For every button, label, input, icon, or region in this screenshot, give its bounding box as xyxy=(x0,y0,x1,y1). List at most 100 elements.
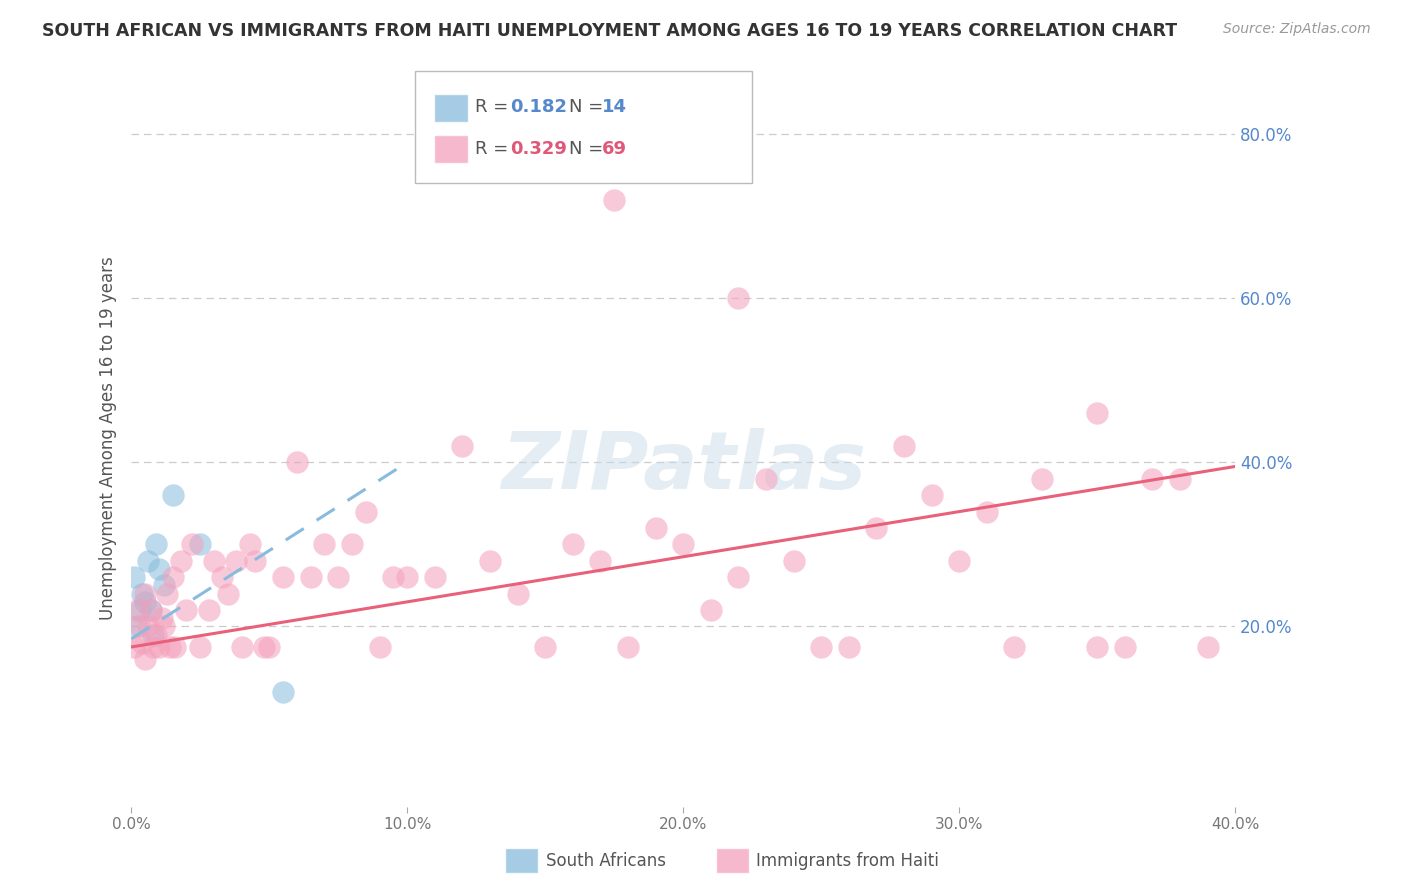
Point xyxy=(1002,640,1025,654)
Point xyxy=(534,640,557,654)
Point xyxy=(231,640,253,654)
Point xyxy=(727,570,749,584)
Point xyxy=(253,640,276,654)
Point xyxy=(139,603,162,617)
Point xyxy=(354,505,377,519)
Point xyxy=(1085,406,1108,420)
Point xyxy=(271,570,294,584)
Point xyxy=(299,570,322,584)
Point xyxy=(340,537,363,551)
Point xyxy=(136,619,159,633)
Point xyxy=(976,505,998,519)
Point xyxy=(211,570,233,584)
Point xyxy=(159,640,181,654)
Point xyxy=(479,554,502,568)
Text: 14: 14 xyxy=(602,98,627,116)
Point xyxy=(257,640,280,654)
Point xyxy=(188,537,211,551)
Point xyxy=(176,603,198,617)
Point xyxy=(382,570,405,584)
Point xyxy=(217,587,239,601)
Text: Immigrants from Haiti: Immigrants from Haiti xyxy=(756,852,939,870)
Text: 69: 69 xyxy=(602,140,627,158)
Point xyxy=(755,472,778,486)
Point xyxy=(603,193,626,207)
Point xyxy=(1085,640,1108,654)
Text: 0.329: 0.329 xyxy=(510,140,567,158)
Text: South Africans: South Africans xyxy=(546,852,665,870)
Point xyxy=(893,439,915,453)
Point xyxy=(128,619,150,633)
Text: N =: N = xyxy=(569,140,609,158)
Point xyxy=(1114,640,1136,654)
Point xyxy=(122,570,145,584)
Text: R =: R = xyxy=(475,140,515,158)
Point xyxy=(782,554,804,568)
Point xyxy=(506,587,529,601)
Point xyxy=(148,640,170,654)
Point xyxy=(810,640,832,654)
Text: R =: R = xyxy=(475,98,515,116)
Point xyxy=(145,628,167,642)
Point xyxy=(561,537,583,551)
Point xyxy=(644,521,666,535)
Point xyxy=(142,628,165,642)
Point xyxy=(589,554,612,568)
Point xyxy=(125,603,148,617)
Point xyxy=(202,554,225,568)
Point xyxy=(368,640,391,654)
Point xyxy=(245,554,267,568)
Point xyxy=(396,570,419,584)
Point xyxy=(131,636,153,650)
Point xyxy=(134,595,156,609)
Point xyxy=(328,570,350,584)
Text: 0.182: 0.182 xyxy=(510,98,568,116)
Point xyxy=(423,570,446,584)
Point xyxy=(181,537,204,551)
Point xyxy=(134,652,156,666)
Text: SOUTH AFRICAN VS IMMIGRANTS FROM HAITI UNEMPLOYMENT AMONG AGES 16 TO 19 YEARS CO: SOUTH AFRICAN VS IMMIGRANTS FROM HAITI U… xyxy=(42,22,1177,40)
Point xyxy=(145,537,167,551)
Point xyxy=(122,640,145,654)
Point xyxy=(239,537,262,551)
Point xyxy=(700,603,723,617)
Point xyxy=(188,640,211,654)
Text: Source: ZipAtlas.com: Source: ZipAtlas.com xyxy=(1223,22,1371,37)
Point xyxy=(125,619,148,633)
Point xyxy=(617,640,640,654)
Point xyxy=(156,587,179,601)
Point xyxy=(136,554,159,568)
Point xyxy=(150,611,173,625)
Point xyxy=(1142,472,1164,486)
Point xyxy=(139,603,162,617)
Point xyxy=(948,554,970,568)
Point xyxy=(672,537,695,551)
Point xyxy=(727,291,749,305)
Point xyxy=(865,521,887,535)
Point xyxy=(451,439,474,453)
Point xyxy=(1197,640,1219,654)
Text: N =: N = xyxy=(569,98,609,116)
Point xyxy=(128,603,150,617)
Point xyxy=(153,578,176,592)
Point xyxy=(285,455,308,469)
Point xyxy=(131,587,153,601)
Point xyxy=(148,562,170,576)
Y-axis label: Unemployment Among Ages 16 to 19 years: Unemployment Among Ages 16 to 19 years xyxy=(100,256,117,620)
Point xyxy=(197,603,219,617)
Point xyxy=(271,685,294,699)
Point xyxy=(170,554,193,568)
Text: ZIPatlas: ZIPatlas xyxy=(501,428,866,507)
Point xyxy=(225,554,247,568)
Point xyxy=(142,640,165,654)
Point xyxy=(153,619,176,633)
Point xyxy=(838,640,860,654)
Point xyxy=(162,570,184,584)
Point xyxy=(162,488,184,502)
Point xyxy=(1031,472,1053,486)
Point xyxy=(314,537,336,551)
Point xyxy=(165,640,187,654)
Point xyxy=(1168,472,1191,486)
Point xyxy=(921,488,943,502)
Point xyxy=(134,587,156,601)
